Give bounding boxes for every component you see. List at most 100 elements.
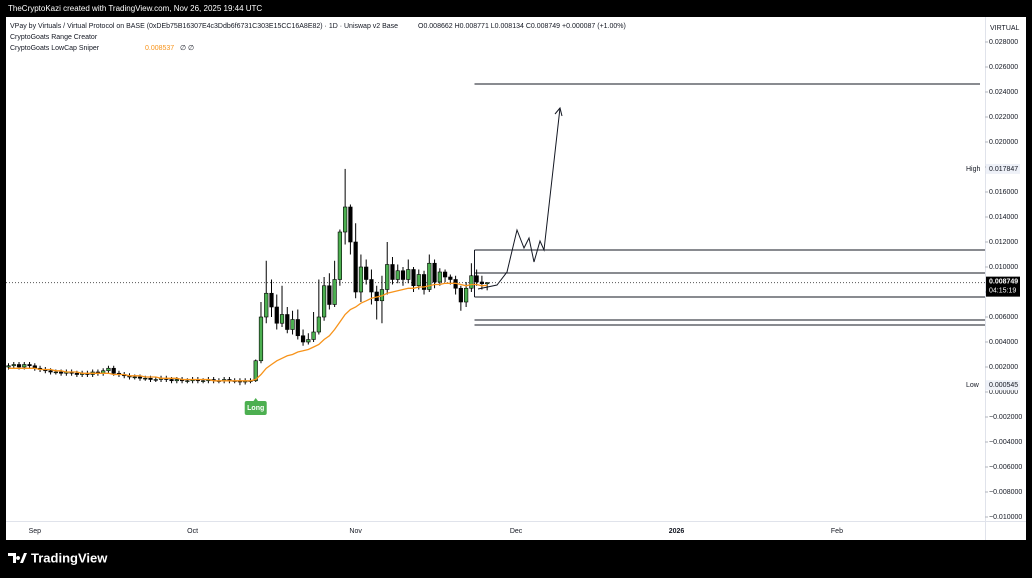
candle-body <box>111 367 116 374</box>
marker-badge <box>986 163 1020 174</box>
candle-body <box>253 360 258 382</box>
candle-body <box>311 331 316 340</box>
candle-body <box>58 371 64 374</box>
y-tick-label: −0.006000 <box>989 464 1022 471</box>
y-tick-label: 0.000000 <box>989 389 1018 396</box>
candle-body <box>479 281 485 285</box>
marker-badge <box>986 380 1020 391</box>
candle-body <box>458 287 463 303</box>
candle-body <box>6 365 11 368</box>
candle-body <box>258 316 264 362</box>
candle-body <box>437 271 442 283</box>
logo-mark <box>8 553 27 563</box>
y-tick-label: 0.026000 <box>989 64 1018 71</box>
projection-arrow <box>554 106 563 117</box>
candle-body <box>337 231 342 280</box>
candle-body <box>185 380 190 382</box>
candle-body <box>11 364 16 367</box>
marker-label: Low <box>966 382 980 389</box>
y-tick-label: 0.024000 <box>989 89 1018 96</box>
candle-body <box>274 306 279 324</box>
y-tick-label: 0.016000 <box>989 189 1018 196</box>
candle-body <box>327 285 332 305</box>
candle-body <box>332 279 337 305</box>
currency: VIRTUAL <box>990 25 1020 32</box>
candle-body <box>295 319 300 337</box>
candle-body <box>416 274 421 287</box>
indicator: CryptoGoats Range Creator <box>10 34 98 41</box>
candle-body <box>400 270 406 280</box>
candle-body <box>353 241 358 293</box>
candle-body <box>448 276 453 280</box>
x-tick-label: Sep <box>29 528 42 535</box>
y-tick-label: 0.010000 <box>989 264 1018 271</box>
last-price: 0.008749 <box>989 278 1018 285</box>
candle-body <box>316 316 321 333</box>
indicator: CryptoGoats LowCap Sniper <box>10 45 100 52</box>
last-price-badge <box>986 276 1020 297</box>
y-tick-label: −0.002000 <box>989 414 1022 421</box>
candle-body <box>432 262 437 283</box>
candle-body <box>427 262 432 290</box>
candle-body <box>474 275 479 283</box>
marker-label: High <box>966 166 981 173</box>
candle-body <box>22 364 27 368</box>
candle-body <box>269 292 274 308</box>
marker-value: 0.000545 <box>989 382 1018 389</box>
candle-body <box>485 282 490 285</box>
candle-body <box>53 371 58 374</box>
x-tick-label: Dec <box>510 528 523 535</box>
candle-body <box>48 370 53 373</box>
candle-body <box>137 376 143 379</box>
candle-body <box>74 372 79 375</box>
candle-body <box>395 270 400 280</box>
candle-body <box>469 275 474 289</box>
countdown: 04:15:19 <box>989 287 1016 294</box>
y-tick-label: 0.012000 <box>989 239 1018 246</box>
candle-body <box>300 335 306 343</box>
candle-body <box>385 264 390 290</box>
candle-body <box>169 379 174 382</box>
y-tick-label: 0.028000 <box>989 39 1018 46</box>
symbol: VPay by Virtuals / Virtual Protocol on B… <box>10 23 398 30</box>
y-tick-label: 0.020000 <box>989 139 1018 146</box>
y-tick-label: 0.006000 <box>989 314 1018 321</box>
indicator-extra: ∅ ∅ <box>180 45 194 52</box>
signal-label: Long <box>247 405 264 412</box>
candle-body <box>369 279 374 293</box>
candle-body <box>285 314 290 330</box>
x-tick-label: 2026 <box>669 528 685 535</box>
candle-body <box>358 266 364 293</box>
y-tick-label: 0.002000 <box>989 364 1018 371</box>
x-tick-label: Nov <box>349 528 362 535</box>
candle-body <box>364 266 369 280</box>
candle-body <box>343 206 348 233</box>
candle-body <box>464 287 469 303</box>
candle-body <box>411 269 416 287</box>
candle-body <box>264 292 269 318</box>
y-tick-label: 0.022000 <box>989 114 1018 121</box>
candle-body <box>153 379 158 381</box>
y-tick-label: −0.004000 <box>989 439 1022 446</box>
ohlc: O0.008662 H0.008771 L0.008134 C0.008749 … <box>418 23 626 30</box>
brand: TradingView <box>31 550 108 565</box>
candle-body <box>406 269 411 280</box>
candle-body <box>442 271 448 278</box>
candle-body <box>321 285 327 318</box>
y-tick-label: 0.014000 <box>989 214 1018 221</box>
x-tick-label: Feb <box>831 528 843 535</box>
logo: TradingView <box>8 550 108 565</box>
x-tick-label: Oct <box>187 528 198 535</box>
y-tick-label: −0.008000 <box>989 489 1022 496</box>
candle-body <box>306 339 311 343</box>
candle-body <box>201 380 206 382</box>
candle-body <box>148 377 153 380</box>
candle-body <box>390 264 395 280</box>
signal-badge <box>244 401 267 415</box>
credit: TheCryptoKazi created with TradingView.c… <box>8 4 262 13</box>
candle-body <box>421 274 427 290</box>
candle-body <box>132 376 137 379</box>
candle-body <box>143 377 148 380</box>
